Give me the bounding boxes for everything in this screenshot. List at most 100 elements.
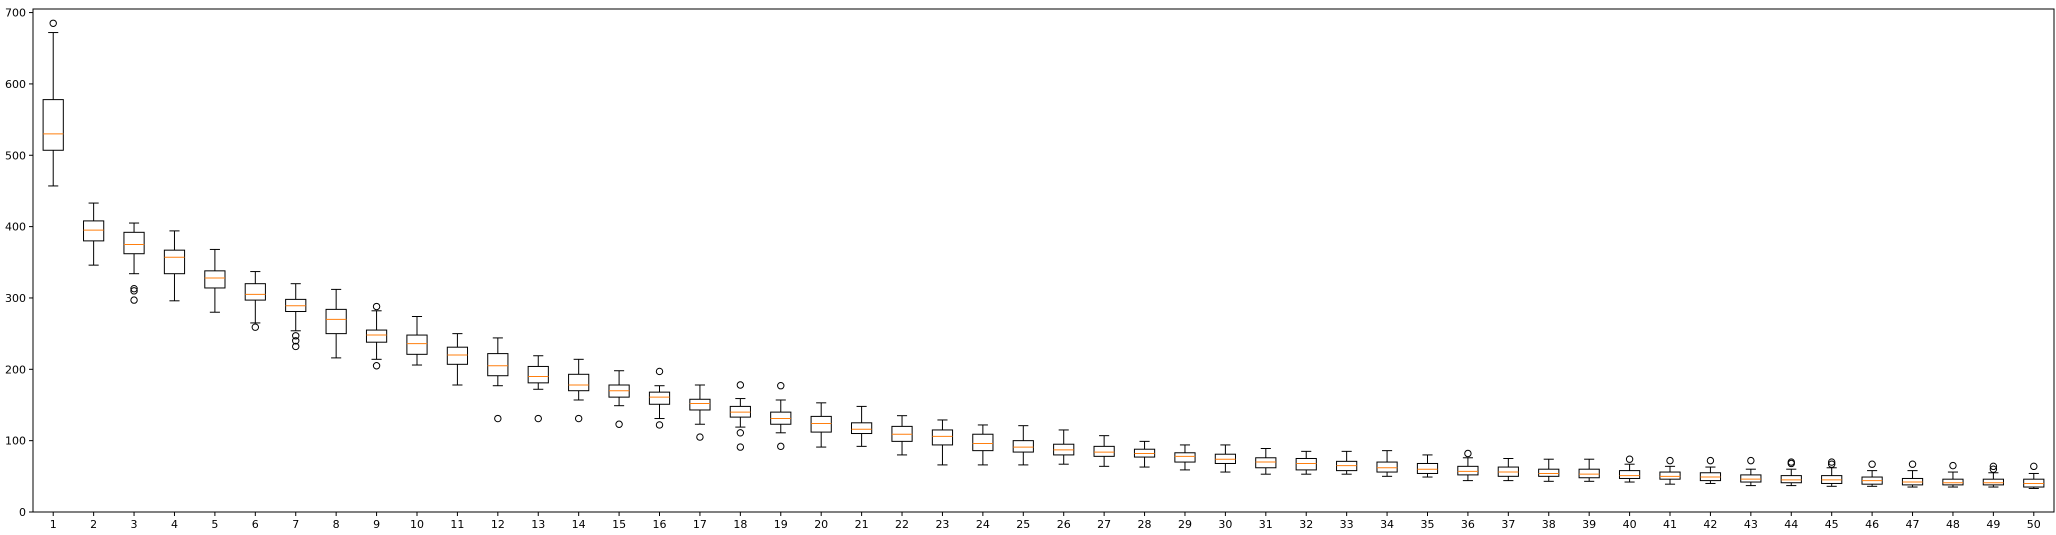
- box-group-19: [770, 382, 792, 451]
- y-tick-label: 700: [5, 7, 26, 20]
- box-group-5: [204, 248, 226, 313]
- box: [446, 346, 469, 365]
- outlier-point: [1666, 456, 1674, 465]
- box-group-36: [1457, 449, 1479, 482]
- x-tick-label: 21: [855, 518, 869, 531]
- x-tick-label: 13: [531, 518, 545, 531]
- x-tick-label: 43: [1744, 518, 1758, 531]
- box-group-22: [891, 415, 913, 456]
- box-group-11: [446, 333, 469, 386]
- box: [83, 220, 105, 242]
- x-tick-label: 36: [1461, 518, 1475, 531]
- box: [1740, 474, 1762, 483]
- x-tick-label: 20: [814, 518, 828, 531]
- box-group-37: [1497, 457, 1519, 482]
- box-group-30: [1214, 444, 1236, 473]
- y-tick-label: 100: [5, 435, 26, 448]
- x-tick-label: 25: [1016, 518, 1030, 531]
- x-tick-label: 50: [2027, 518, 2041, 531]
- outlier-point: [655, 367, 664, 376]
- x-tick-label: 49: [1986, 518, 2000, 531]
- outlier-point: [494, 414, 502, 423]
- box: [1093, 445, 1115, 457]
- outlier-point: [292, 332, 300, 340]
- box-group-12: [487, 337, 509, 423]
- x-tick-label: 35: [1420, 518, 1434, 531]
- outlier-point: [130, 284, 138, 293]
- box-group-50: [2023, 462, 2045, 489]
- box-group-43: [1740, 456, 1762, 487]
- box-group-18: [729, 381, 751, 451]
- box: [972, 433, 994, 452]
- x-tick-label: 40: [1623, 518, 1637, 531]
- box: [1416, 462, 1439, 474]
- box-group-39: [1578, 458, 1600, 482]
- box-group-31: [1255, 448, 1277, 475]
- box: [1578, 468, 1600, 479]
- box: [325, 308, 347, 335]
- box: [1780, 475, 1802, 484]
- box: [648, 391, 671, 405]
- outlier-point: [1464, 449, 1472, 458]
- y-tick-label: 200: [5, 363, 26, 376]
- box: [689, 398, 711, 411]
- x-tick-label: 44: [1784, 518, 1798, 531]
- x-tick-label: 41: [1663, 518, 1677, 531]
- outlier-point: [49, 19, 57, 27]
- outlier-point: [130, 287, 138, 295]
- x-tick-label: 4: [171, 518, 178, 531]
- x-tick-label: 28: [1138, 518, 1152, 531]
- box-group-13: [527, 355, 549, 423]
- y-tick-label: 0: [19, 506, 26, 519]
- x-tick-label: 10: [410, 518, 424, 531]
- x-tick-label: 32: [1299, 518, 1313, 531]
- x-tick-label: 38: [1542, 518, 1556, 531]
- y-tick-label: 600: [5, 78, 26, 91]
- box-group-21: [851, 405, 873, 447]
- box: [487, 353, 509, 377]
- outlier-point: [1747, 456, 1755, 465]
- box: [931, 429, 954, 446]
- box-group-33: [1336, 450, 1358, 475]
- x-tick-label: 16: [653, 518, 667, 531]
- outlier-point: [1949, 461, 1957, 470]
- box-group-27: [1093, 435, 1115, 467]
- box: [568, 373, 590, 392]
- box-group-29: [1174, 444, 1196, 471]
- box-group-10: [406, 316, 428, 366]
- box-group-48: [1942, 461, 1964, 488]
- box-group-46: [1861, 460, 1883, 487]
- x-tick-label: 46: [1865, 518, 1879, 531]
- x-tick-label: 15: [612, 518, 626, 531]
- box: [1618, 470, 1641, 479]
- x-tick-label: 37: [1501, 518, 1515, 531]
- x-tick-label: 45: [1825, 518, 1839, 531]
- box-group-7: [285, 283, 307, 351]
- box-group-1: [42, 19, 64, 187]
- x-tick-label: 2: [90, 518, 97, 531]
- y-axis-ticks: 0 100 200 300 400 500 600 700: [5, 7, 33, 519]
- x-tick-label: 26: [1057, 518, 1071, 531]
- axes-frame: [32, 8, 2055, 513]
- x-tick-label: 17: [693, 518, 707, 531]
- box-group-14: [568, 358, 590, 423]
- box-group-49: [1982, 462, 2004, 488]
- box-group-38: [1538, 458, 1560, 482]
- outlier-point: [251, 323, 260, 331]
- box-group-28: [1133, 440, 1156, 468]
- box: [1659, 471, 1681, 480]
- outlier-point: [777, 442, 785, 451]
- box: [1942, 478, 1964, 486]
- box: [1538, 468, 1560, 477]
- box-group-17: [689, 384, 711, 441]
- box-group-34: [1376, 450, 1398, 477]
- x-tick-label: 24: [976, 518, 990, 531]
- outlier-point: [736, 429, 745, 437]
- box: [406, 334, 428, 355]
- box: [42, 99, 64, 151]
- box-group-44: [1780, 458, 1802, 487]
- outlier-point: [1827, 460, 1836, 468]
- outlier-point: [1868, 460, 1876, 468]
- outlier-point: [1989, 462, 1998, 471]
